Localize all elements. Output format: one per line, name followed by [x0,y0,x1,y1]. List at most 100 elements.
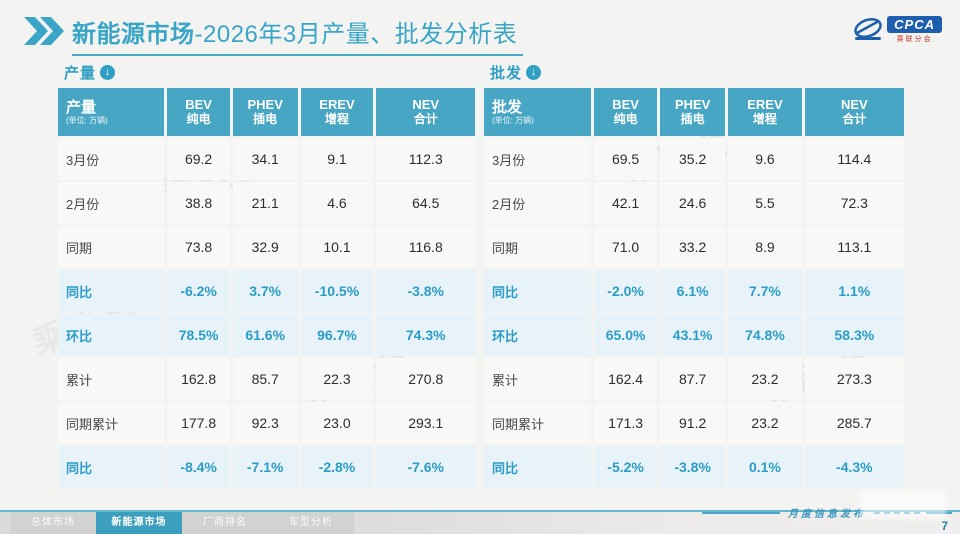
table-cell: -4.3% [804,446,904,488]
column-header-zh: 插电 [253,111,278,126]
table-cell: -8.4% [167,446,230,488]
table-cell: 87.7 [660,358,726,400]
table-cell: 270.8 [376,358,475,400]
page-title-bold: 新能源市场 [72,21,195,48]
column-header-bev: BEV 纯电 [167,88,230,136]
footer-note-text: 月度信息发布 [788,509,866,520]
row-label: 同期 [484,226,592,268]
page-title-rest: -2026年3月产量、批发分析表 [194,21,518,48]
table-cell: 74.8% [728,314,802,356]
table-cell: 33.2 [660,226,726,268]
table-cell: 285.7 [804,402,904,444]
wholesale-table: 批发 (单位: 万辆) BEV 纯电 PHEV 插电 EREV 增程 NEV 合计 3月份 69.5 3… [484,88,904,488]
row-label: 2月份 [484,182,592,224]
wholesale-section-label: 批发 [490,64,523,82]
panels: 产量 ↓ 产量 (单位: 万辆) BEV 纯电 PHEV 插电 EREV 增程 NEV 合计 3月份… [58,60,904,488]
footer-note-row: 月度信息发布 [702,505,952,520]
column-header-zh: 插电 [680,111,705,126]
table-cell: 69.2 [167,138,230,180]
table-cell: 21.1 [232,182,298,224]
column-header-zh: 纯电 [613,111,638,126]
footer-tabs: 总体市场 新能源市场 厂商排名 车型分析 [10,512,354,534]
table-cell: 69.5 [594,138,658,180]
footer-note-dashes [874,511,920,514]
footer-tab-1[interactable]: 总体市场 [10,512,96,534]
table-cell: 64.5 [376,182,475,224]
table-cell: 177.8 [167,402,230,444]
column-header-phev: PHEV 插电 [660,88,726,136]
header: 新能源市场-2026年3月产量、批发分析表 [24,14,524,56]
column-header-erev: EREV 增程 [728,88,802,136]
table-cell: -7.6% [376,446,475,488]
footer-tab-4[interactable]: 车型分析 [268,512,354,534]
table-cell: 42.1 [594,182,658,224]
table-cell: 74.3% [376,314,475,356]
table-corner-cell: 产量 (单位: 万辆) [58,88,165,136]
table-cell: 8.9 [728,226,802,268]
table-cell: 43.1% [660,314,726,356]
double-chevron-icon [24,17,64,45]
table-cell: 114.4 [804,138,904,180]
table-cell: 61.6% [232,314,298,356]
footer-tab-3[interactable]: 厂商排名 [182,512,268,534]
row-label: 3月份 [58,138,165,180]
table-cell: 162.8 [167,358,230,400]
table-cell: -5.2% [594,446,658,488]
column-header-erev: EREV 增程 [300,88,374,136]
table-corner-title: 产量 [66,98,97,116]
table-cell: 32.9 [232,226,298,268]
column-header-en: EREV [747,96,783,112]
table-cell: 0.1% [728,446,802,488]
table-cell: -2.8% [300,446,374,488]
column-header-zh: 增程 [752,111,777,126]
column-header-en: NEV [412,96,440,112]
column-header-en: BEV [612,96,639,112]
table-cell: -3.8% [376,270,475,312]
table-cell: 5.5 [728,182,802,224]
footer-note-line-right [926,511,952,514]
column-header-zh: 合计 [842,111,867,126]
table-cell: 71.0 [594,226,658,268]
column-header-zh: 合计 [413,111,438,126]
column-header-en: PHEV [247,96,283,112]
column-header-en: NEV [840,96,868,112]
table-cell: 65.0% [594,314,658,356]
column-header-zh: 纯电 [186,111,211,126]
table-cell: 4.6 [300,182,374,224]
footer-note-line [702,511,780,514]
row-label: 同比 [484,270,592,312]
footer-tab-2[interactable]: 新能源市场 [96,512,182,534]
table-cell: 35.2 [660,138,726,180]
cpca-logo: CPCA 乘联分会 [853,16,942,44]
table-cell: 10.1 [300,226,374,268]
row-label: 2月份 [58,182,165,224]
arrow-down-circle-icon: ↓ [100,64,116,80]
table-unit-note: (单位: 万辆) [66,116,108,126]
production-section-label: 产量 [64,64,97,82]
column-header-en: BEV [185,96,212,112]
table-cell: 273.3 [804,358,904,400]
row-label: 同期累计 [484,402,592,444]
column-header-en: EREV [319,96,355,112]
column-header-phev: PHEV 插电 [232,88,298,136]
row-label: 累计 [58,358,165,400]
table-cell: 9.1 [300,138,374,180]
row-label: 3月份 [484,138,592,180]
table-cell: 73.8 [167,226,230,268]
row-label: 同期累计 [58,402,165,444]
row-label: 环比 [58,314,165,356]
table-cell: 78.5% [167,314,230,356]
table-cell: 92.3 [232,402,298,444]
table-cell: 9.6 [728,138,802,180]
table-cell: 38.8 [167,182,230,224]
table-cell: 34.1 [232,138,298,180]
row-label: 同比 [484,446,592,488]
table-cell: 1.1% [804,270,904,312]
production-section-row: 产量 ↓ [64,60,475,84]
table-cell: 116.8 [376,226,475,268]
table-cell: 72.3 [804,182,904,224]
table-cell: 91.2 [660,402,726,444]
column-header-zh: 增程 [324,111,349,126]
footer-accent-line [0,510,960,512]
table-cell: 23.2 [728,358,802,400]
